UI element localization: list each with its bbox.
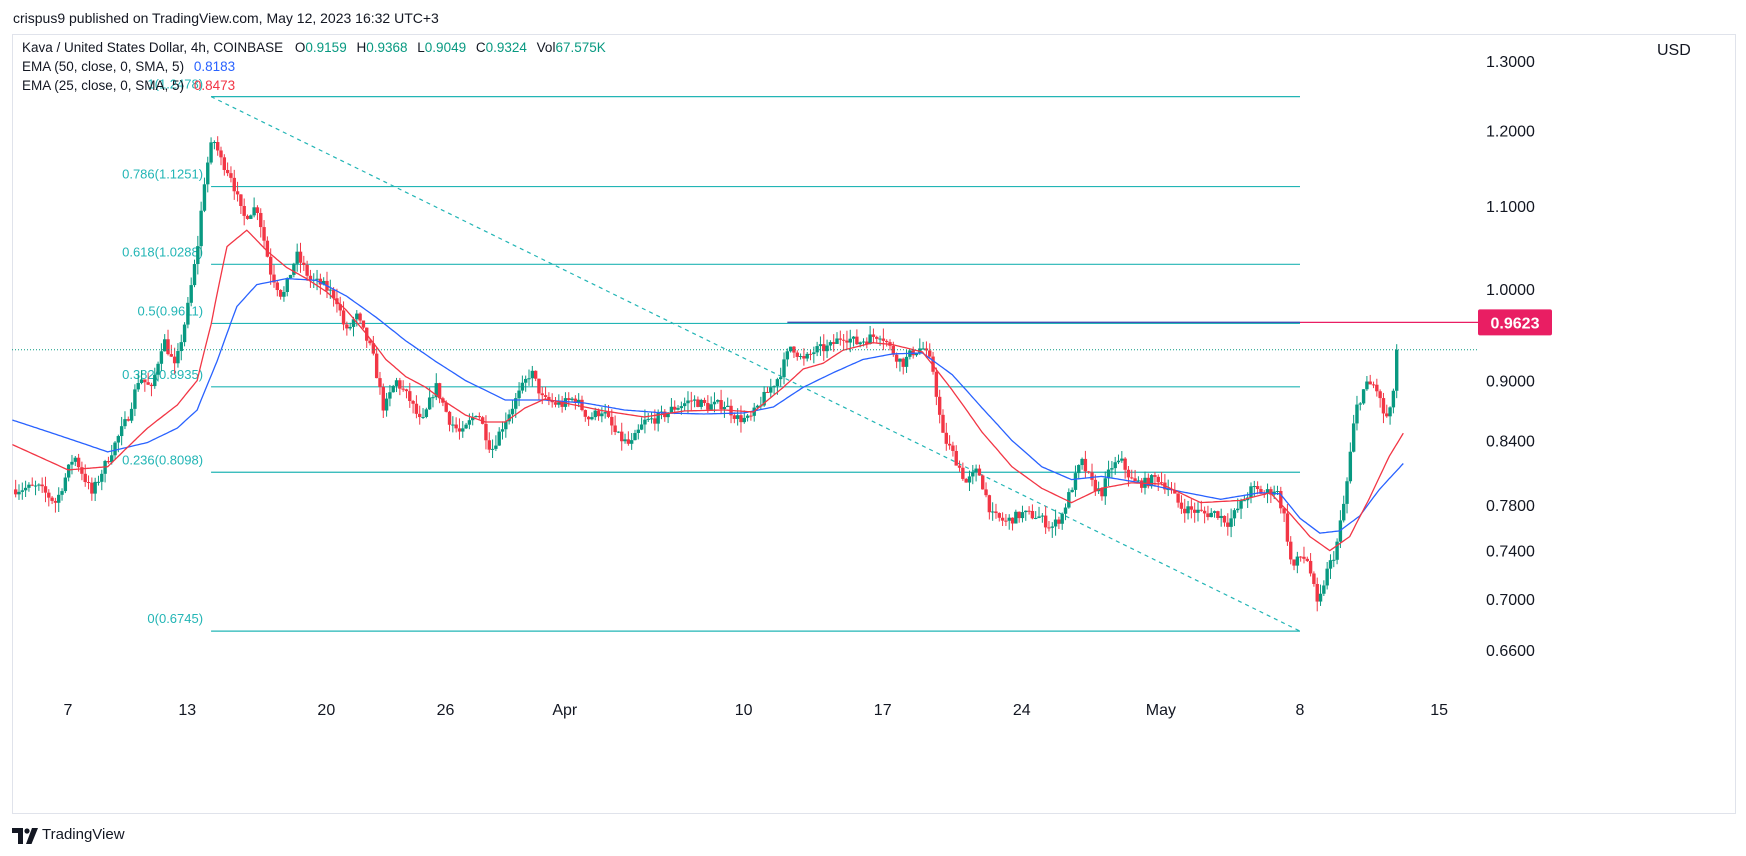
ema50-label: EMA (50, close, 0, SMA, 5) (22, 59, 185, 74)
high-label: H (356, 40, 367, 55)
chart-frame[interactable] (12, 34, 1736, 814)
low-value: 0.9049 (424, 40, 467, 55)
publisher-note: crispus9 published on TradingView.com, M… (13, 10, 439, 26)
brand-name[interactable]: TradingView (42, 826, 125, 843)
currency-label[interactable]: USD (1657, 42, 1691, 59)
ema25-value: 0.8473 (193, 78, 236, 93)
high-value: 0.9368 (366, 40, 408, 55)
header: crispus9 published on TradingView.com, M… (0, 0, 1746, 34)
close-label: C (475, 40, 486, 55)
symbol-name: Kava / United States Dollar, 4h, COINBAS… (22, 40, 284, 55)
tradingview-logo-icon (12, 828, 38, 844)
close-value: 0.9324 (485, 40, 527, 55)
volume-value: 67.575K (555, 40, 606, 55)
legend-ema50-row[interactable]: EMA (50, close, 0, SMA, 5) 0.8183 (22, 59, 235, 74)
volume-label: Vol (536, 40, 556, 55)
low-label: L (417, 40, 425, 55)
open-label: O (294, 40, 306, 55)
legend-ema25-row[interactable]: EMA (25, close, 0, SMA, 5) 0.8473 (22, 78, 235, 93)
ema50-value: 0.8183 (193, 59, 236, 74)
legend-symbol-row: Kava / United States Dollar, 4h, COINBAS… (22, 40, 606, 55)
ema25-label: EMA (25, close, 0, SMA, 5) (22, 78, 185, 93)
open-value: 0.9159 (305, 40, 347, 55)
